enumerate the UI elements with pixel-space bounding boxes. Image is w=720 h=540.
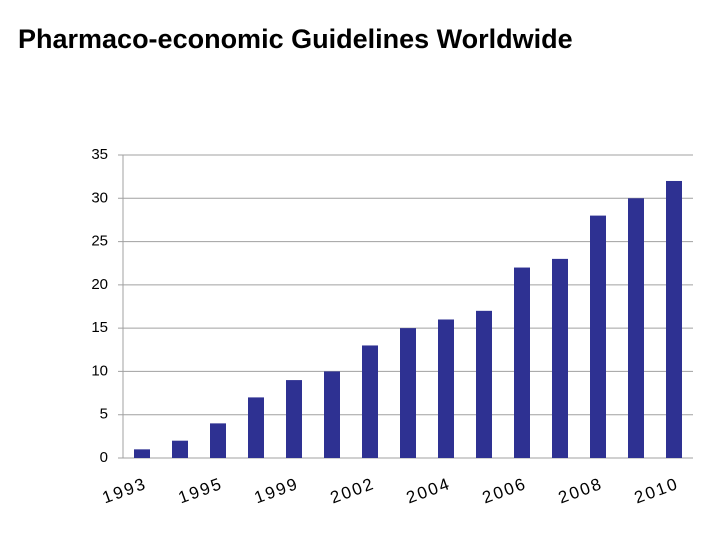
y-tick-label: 20	[91, 276, 108, 293]
bar	[514, 267, 530, 458]
bar	[210, 423, 226, 458]
bar	[438, 319, 454, 458]
bar	[628, 198, 644, 459]
bar	[324, 371, 340, 458]
x-tick-label: 1993	[100, 474, 150, 508]
y-tick-label: 30	[91, 189, 108, 206]
bar	[400, 328, 416, 458]
bar	[248, 397, 264, 458]
bar	[666, 180, 682, 458]
bar	[362, 345, 378, 458]
y-tick-label: 25	[91, 233, 108, 250]
y-tick-label: 10	[91, 362, 108, 379]
y-tick-label: 0	[100, 449, 108, 466]
bar	[552, 258, 568, 458]
x-tick-label: 2002	[328, 474, 378, 508]
chart-title: Pharmaco-economic Guidelines Worldwide	[18, 24, 573, 54]
x-tick-label: 1995	[176, 474, 226, 508]
bar	[590, 215, 606, 458]
x-tick-label: 2010	[632, 474, 682, 508]
bar	[286, 380, 302, 458]
x-tick-label: 2004	[404, 474, 454, 508]
x-tick-label: 2006	[480, 474, 530, 508]
y-tick-label: 5	[100, 406, 108, 423]
bar	[172, 440, 188, 458]
y-tick-label: 15	[91, 319, 108, 336]
x-tick-label: 1999	[252, 474, 302, 508]
x-tick-label: 2008	[556, 474, 606, 508]
y-tick-label: 35	[91, 146, 108, 163]
bar	[134, 449, 150, 458]
bar	[476, 310, 492, 458]
